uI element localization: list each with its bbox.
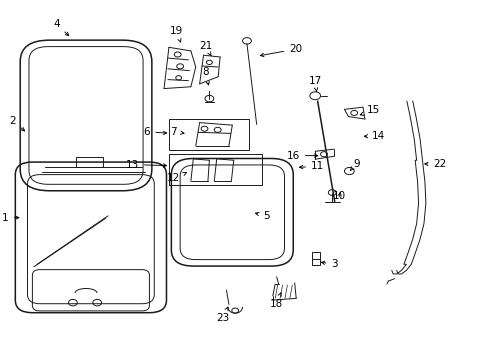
Text: 19: 19 [169,26,183,42]
Text: 21: 21 [199,41,212,56]
Text: 6: 6 [143,127,166,136]
Text: 23: 23 [216,307,229,323]
Text: 14: 14 [364,131,385,141]
Text: 20: 20 [260,44,302,57]
Text: 11: 11 [299,161,324,171]
Text: 4: 4 [53,19,68,36]
Text: 5: 5 [255,211,269,221]
Text: 16: 16 [286,150,317,161]
Text: 15: 15 [360,105,380,115]
Text: 17: 17 [308,76,321,92]
Text: 13: 13 [125,159,166,170]
Bar [168,154,261,185]
Text: 22: 22 [424,159,445,169]
Text: 3: 3 [321,259,337,269]
Bar [311,252,319,265]
Bar [76,157,103,167]
Text: 10: 10 [332,191,346,201]
Text: 18: 18 [269,293,282,309]
Text: 7: 7 [170,127,183,136]
Text: 9: 9 [349,159,359,171]
Text: 12: 12 [167,172,186,183]
Bar [168,119,249,149]
Text: 8: 8 [202,67,209,85]
Text: 2: 2 [10,116,24,131]
Text: 1: 1 [2,213,19,222]
